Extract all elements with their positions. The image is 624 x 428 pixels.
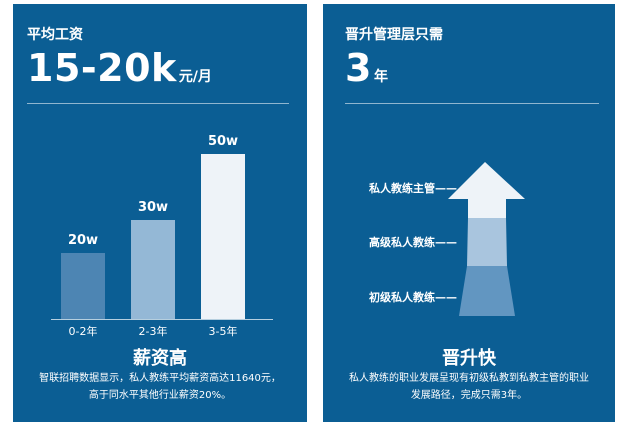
promotion-unit: 年 [373, 69, 388, 85]
salary-unit: 元/月 [178, 69, 212, 85]
bar-category-label: 2-3年 [138, 325, 168, 338]
bar-3-5年 [201, 154, 245, 319]
level-label-junior: 初级私人教练—— [369, 291, 457, 304]
bar-category-label: 0-2年 [68, 325, 98, 338]
promotion-header-label: 晋升管理层只需 [345, 27, 443, 43]
promotion-divider [345, 103, 599, 104]
bar-2-3年 [131, 220, 175, 319]
bar-0-2年 [61, 253, 105, 319]
promotion-arrow-graphic [448, 162, 525, 316]
arrow-head-top-level [448, 162, 525, 218]
promotion-years-value: 3 [345, 46, 372, 90]
arrow-stem-middle-level [467, 218, 507, 266]
salary-footer-line1: 智联招聘数据显示，私人教练平均薪资高达11640元， [39, 373, 281, 384]
level-label-senior: 高级私人教练—— [369, 236, 457, 249]
salary-footer-line2: 高于同水平其他行业薪资20%。 [88, 390, 232, 401]
promotion-footer-line2: 发展路径，完成只需3年。 [410, 390, 528, 401]
bar-value-label: 50w [207, 134, 239, 149]
salary-panel: 平均工资 15-20k 元/月 20w 0-2年 30w 2-3年 50w 3-5年 薪资高… [13, 4, 307, 422]
salary-footer-title: 薪资高 [133, 348, 187, 369]
level-label-supervisor: 私人教练主管—— [369, 182, 457, 195]
bar-value-label: 30w [137, 200, 169, 215]
salary-big-value: 15-20k 元/月 [27, 46, 212, 90]
arrow-stem-bottom-level [459, 266, 515, 316]
salary-divider [27, 103, 289, 104]
promotion-footer-line1: 私人教练的职业发展呈现有初级私教到私教主管的职业 [349, 373, 589, 384]
bar-value-label: 20w [67, 233, 99, 248]
chart-baseline [51, 319, 273, 320]
salary-header-label: 平均工资 [27, 27, 83, 43]
salary-range-value: 15-20k [27, 46, 177, 90]
salary-bar-chart: 20w 0-2年 30w 2-3年 50w 3-5年 [13, 4, 307, 422]
promotion-footer-title: 晋升快 [442, 348, 496, 369]
bar-category-label: 3-5年 [208, 325, 238, 338]
